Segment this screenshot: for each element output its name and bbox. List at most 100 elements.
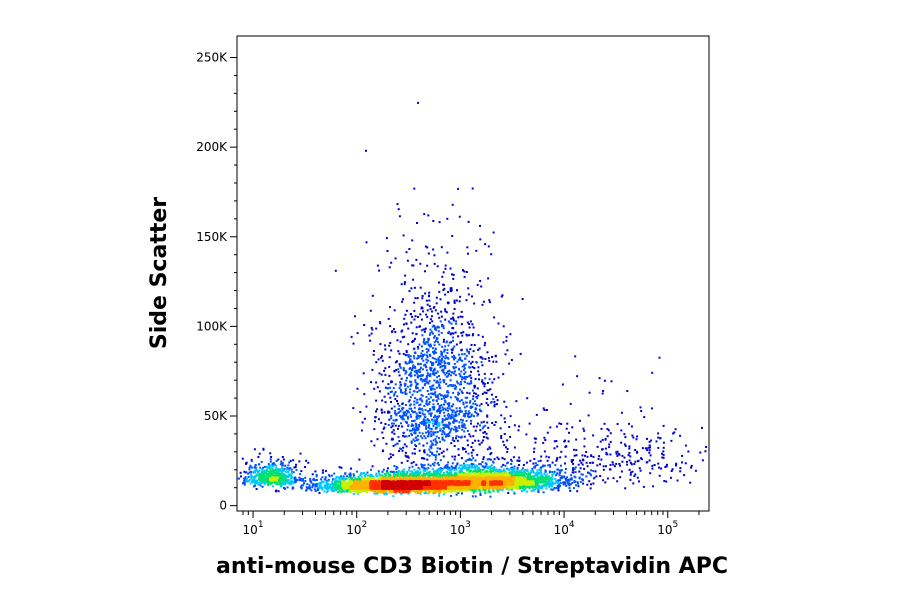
data-point	[450, 415, 453, 418]
data-point	[351, 489, 354, 492]
data-point	[426, 372, 429, 375]
data-point	[397, 436, 400, 439]
data-point	[464, 396, 467, 399]
data-point	[274, 471, 277, 474]
data-point	[592, 477, 595, 480]
data-point	[427, 463, 430, 466]
data-point	[283, 473, 286, 476]
data-point	[422, 310, 425, 313]
data-point	[469, 466, 472, 469]
data-point	[255, 468, 258, 471]
data-point	[463, 435, 466, 438]
data-point	[453, 428, 455, 431]
data-point	[343, 482, 346, 485]
data-point	[545, 481, 548, 484]
data-point	[418, 425, 421, 428]
data-point	[434, 438, 437, 441]
data-point	[536, 471, 539, 474]
data-point	[581, 473, 584, 476]
data-point	[547, 478, 550, 480]
data-point	[381, 411, 383, 414]
data-point	[447, 426, 450, 429]
data-point	[471, 366, 474, 369]
data-point	[490, 373, 493, 375]
data-point	[605, 465, 607, 468]
data-point	[417, 471, 419, 474]
data-point	[428, 419, 431, 422]
data-point	[408, 374, 411, 376]
data-point	[533, 450, 535, 453]
data-point	[414, 473, 417, 476]
data-point	[458, 426, 461, 429]
data-point	[657, 432, 660, 435]
data-point	[393, 370, 396, 373]
data-point	[441, 436, 444, 439]
data-point	[451, 411, 454, 414]
data-point	[455, 366, 457, 369]
data-point	[489, 468, 492, 471]
data-point	[532, 480, 535, 483]
data-point	[458, 215, 461, 218]
data-point	[528, 476, 531, 479]
data-point	[389, 306, 391, 309]
data-point	[428, 380, 431, 383]
data-point	[370, 440, 373, 443]
data-point	[492, 467, 495, 470]
data-point	[445, 375, 448, 378]
data-point	[430, 446, 433, 448]
data-point	[463, 406, 466, 409]
data-point	[480, 403, 483, 405]
data-point	[478, 408, 481, 411]
data-point	[545, 478, 548, 480]
data-point	[270, 476, 273, 479]
data-point	[468, 412, 471, 415]
data-point	[586, 483, 589, 486]
data-point	[452, 403, 455, 406]
data-point	[471, 442, 474, 444]
data-point	[430, 430, 433, 433]
data-point	[444, 417, 447, 420]
data-point	[535, 472, 538, 475]
data-point	[521, 298, 524, 300]
data-point	[465, 401, 468, 404]
data-point	[258, 479, 261, 482]
data-point	[438, 290, 441, 293]
data-point	[507, 487, 510, 490]
data-point	[416, 375, 419, 378]
data-point	[547, 456, 550, 459]
data-point	[260, 474, 263, 477]
data-point	[518, 459, 521, 462]
data-point	[423, 464, 426, 467]
data-point	[451, 385, 454, 388]
data-point	[461, 467, 464, 470]
data-point	[502, 341, 505, 344]
data-point	[459, 295, 462, 298]
data-point	[283, 476, 286, 479]
data-point	[460, 323, 463, 326]
data-point	[401, 469, 404, 472]
data-point	[467, 293, 470, 296]
data-point	[434, 394, 437, 397]
data-point	[474, 474, 477, 477]
data-point	[493, 424, 496, 426]
data-point	[596, 445, 599, 448]
data-point	[517, 470, 520, 473]
data-point	[487, 357, 490, 360]
data-point	[506, 439, 509, 442]
data-point	[404, 420, 407, 423]
data-point	[439, 429, 442, 432]
data-point	[354, 315, 356, 318]
data-point	[404, 274, 407, 277]
data-point	[263, 482, 266, 485]
data-point	[414, 297, 417, 300]
data-point	[385, 387, 388, 390]
data-point	[257, 456, 260, 458]
data-point	[250, 458, 253, 461]
data-point	[436, 472, 439, 475]
data-point	[481, 472, 484, 475]
data-point	[435, 372, 438, 375]
data-point	[478, 373, 480, 376]
data-point	[442, 450, 445, 453]
data-point	[423, 379, 426, 382]
data-point	[572, 468, 574, 471]
